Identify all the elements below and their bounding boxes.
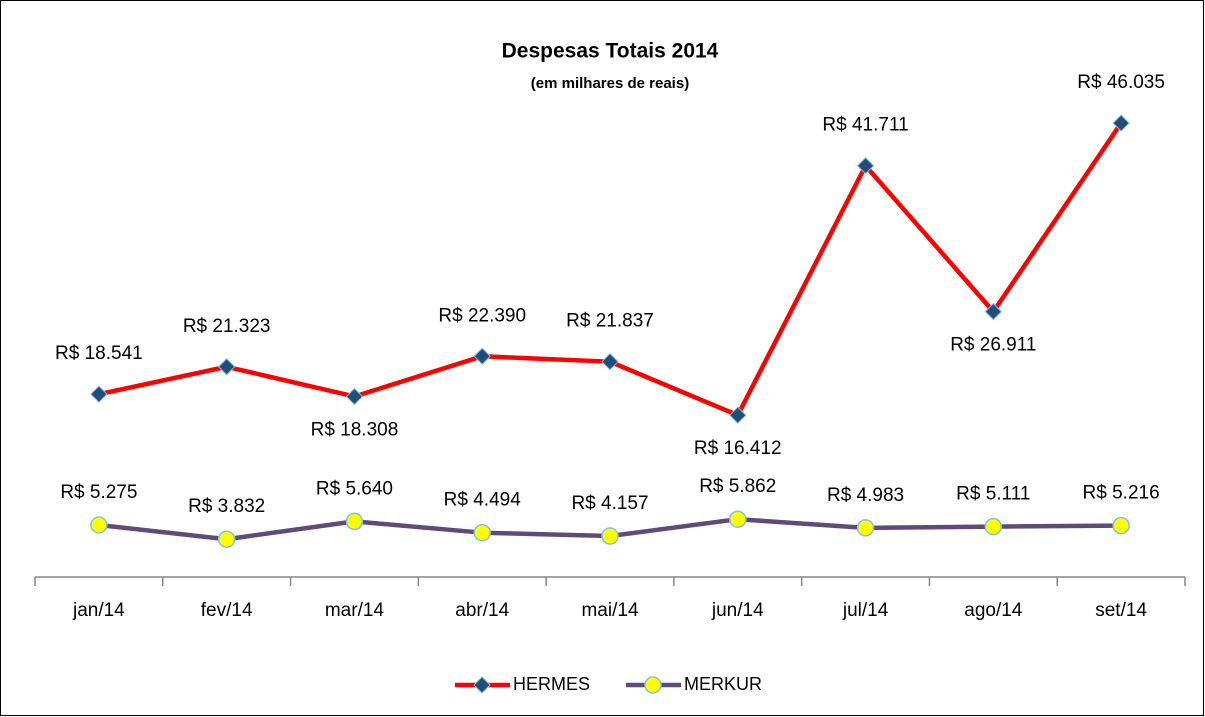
x-tick-label: jun/14 — [711, 600, 764, 621]
data-label: R$ 46.035 — [1077, 72, 1165, 93]
data-label: R$ 3.832 — [188, 496, 265, 517]
data-label: R$ 5.111 — [956, 484, 1030, 505]
marker — [601, 352, 619, 371]
marker — [217, 358, 236, 376]
marker — [984, 517, 1003, 536]
marker — [856, 157, 875, 175]
data-label: R$ 5.640 — [316, 478, 393, 499]
data-label: R$ 26.911 — [950, 335, 1036, 356]
legend-label: HERMES — [513, 674, 590, 694]
data-label: R$ 4.494 — [444, 490, 522, 511]
marker — [473, 523, 491, 542]
x-tick-label: set/14 — [1095, 600, 1147, 621]
marker — [1112, 516, 1130, 535]
legend-label: MERKUR — [684, 674, 762, 694]
marker — [601, 527, 619, 545]
data-label: R$ 21.323 — [183, 316, 271, 337]
x-tick-label: jul/14 — [842, 600, 889, 621]
marker — [729, 510, 747, 528]
marker — [856, 519, 875, 537]
marker — [1112, 114, 1130, 132]
chart-subtitle: (em milhares de reais) — [531, 75, 689, 92]
legend-marker — [473, 676, 491, 694]
data-label: R$ 22.390 — [438, 305, 526, 326]
marker — [90, 385, 108, 403]
data-label: R$ 16.412 — [694, 438, 782, 459]
marker — [729, 406, 747, 424]
x-tick-label: abr/14 — [455, 600, 509, 621]
marker — [473, 347, 491, 365]
marker — [345, 512, 364, 531]
x-tick-label: mar/14 — [325, 600, 385, 621]
data-label: R$ 4.983 — [827, 485, 904, 506]
data-label: R$ 5.216 — [1083, 483, 1160, 504]
data-label: R$ 5.862 — [699, 476, 776, 497]
x-tick-label: fev/14 — [201, 600, 253, 621]
marker — [345, 387, 364, 406]
chart-title: Despesas Totais 2014 — [502, 40, 719, 63]
legend-marker — [644, 676, 662, 694]
data-label: R$ 18.541 — [55, 343, 143, 364]
marker — [984, 302, 1003, 321]
data-label: R$ 41.711 — [822, 115, 908, 136]
data-label: R$ 5.275 — [60, 482, 137, 503]
data-label: R$ 21.837 — [566, 311, 654, 332]
x-tick-label: mai/14 — [581, 600, 638, 621]
marker — [90, 516, 108, 534]
x-tick-label: jan/14 — [72, 600, 125, 621]
marker — [217, 530, 236, 548]
x-tick-label: ago/14 — [964, 600, 1023, 621]
data-label: R$ 4.157 — [571, 493, 648, 514]
data-label: R$ 18.308 — [311, 419, 399, 440]
